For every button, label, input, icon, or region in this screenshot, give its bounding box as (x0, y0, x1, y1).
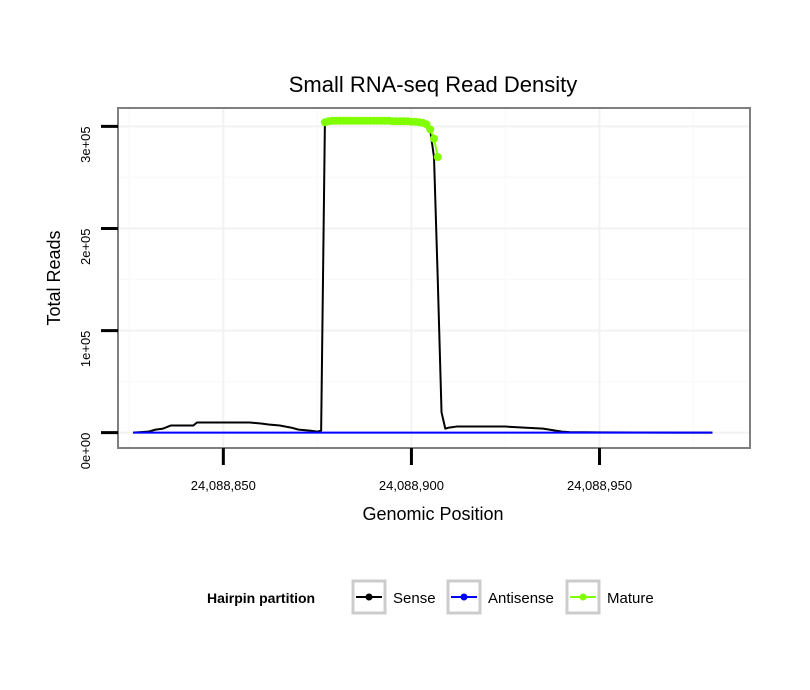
legend-label-mature: Mature (607, 590, 654, 607)
legend-point-antisense (460, 593, 468, 601)
chart-title: Small RNA-seq Read Density (289, 72, 578, 97)
panel-border (117, 107, 751, 449)
y-tick-label: 2e+05 (78, 228, 93, 265)
series-line-sense (132, 120, 713, 434)
legend-entry-sense: Sense (351, 579, 436, 615)
mature-point (430, 134, 438, 143)
y-tick-label: 0e+00 (78, 433, 93, 470)
legend: Hairpin partition Sense Antisense Mature (207, 579, 654, 615)
legend-point-mature (579, 593, 587, 601)
mature-point (426, 125, 435, 134)
mature-points (320, 116, 442, 162)
axes: 24,088,850 24,088,900 24,088,950 0e+00 1e+05… (78, 124, 632, 493)
y-tick-label: 3e+05 (78, 126, 93, 163)
mature-point (433, 153, 442, 162)
y-tick-label: 1e+05 (78, 331, 93, 368)
legend-entry-mature: Mature (565, 579, 654, 615)
legend-label-sense: Sense (393, 590, 436, 607)
x-tick-label: 24,088,850 (191, 478, 256, 493)
legend-label-antisense: Antisense (488, 590, 554, 607)
series-lines (132, 119, 713, 434)
legend-point-sense (365, 593, 373, 601)
x-axis-label: Genomic Position (362, 504, 503, 524)
x-tick-label: 24,088,900 (379, 478, 444, 493)
legend-title: Hairpin partition (207, 590, 315, 606)
x-tick-label: 24,088,950 (567, 478, 632, 493)
y-axis-label: Total Reads (44, 230, 64, 325)
legend-entry-antisense: Antisense (446, 579, 554, 615)
